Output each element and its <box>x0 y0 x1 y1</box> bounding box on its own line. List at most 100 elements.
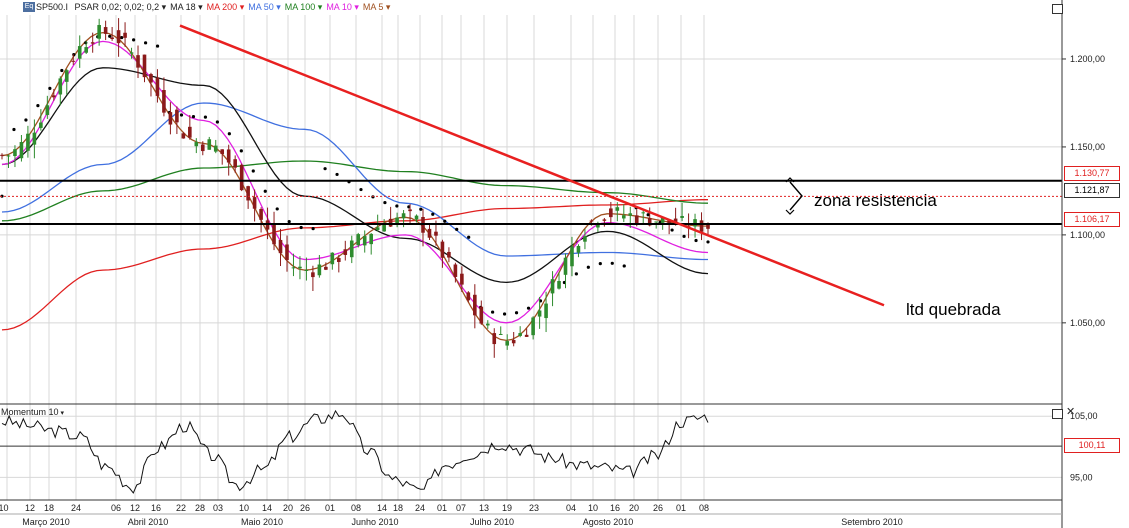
x-day-label: 12 <box>130 503 140 513</box>
candle-body <box>349 240 354 258</box>
candle-body <box>181 133 186 139</box>
psar-dot <box>419 207 423 211</box>
psar-dot <box>60 68 64 73</box>
candle-body <box>149 74 153 83</box>
psar-dot <box>467 235 471 239</box>
candle-body <box>278 239 283 254</box>
candle-body <box>492 333 497 345</box>
x-day-label: 01 <box>325 503 335 513</box>
psar-dot <box>191 114 196 119</box>
candle-body <box>563 257 568 275</box>
momentum-title[interactable]: Momentum 10 ▾ <box>1 407 64 417</box>
trendline-line <box>179 24 885 307</box>
psar-dot <box>120 35 124 40</box>
x-month-label: Julho 2010 <box>470 517 514 527</box>
candle-body <box>317 264 322 276</box>
candle-body <box>570 246 574 267</box>
candle-body <box>213 145 218 152</box>
x-day-label: 23 <box>529 503 539 513</box>
candle-body <box>453 264 458 277</box>
x-axis-labels: 010 12 18 24 06 12 16 22 28 03 10 14 20 26 01 08 14 18 24 0… <box>0 503 903 527</box>
x-day-label: 16 <box>151 503 161 513</box>
candle-body <box>654 221 658 223</box>
x-day-label: 12 <box>25 503 35 513</box>
momentum-close-button[interactable]: ✕ <box>1066 406 1076 418</box>
x-day-label: 06 <box>111 503 121 513</box>
y-tick-label: 1.150,00 <box>1070 142 1105 152</box>
candle-body <box>26 133 30 151</box>
candle-body <box>466 292 471 301</box>
candle-body <box>641 212 646 214</box>
psar-dot <box>514 311 519 315</box>
x-day-label: 08 <box>351 503 361 513</box>
candle-body <box>155 77 160 96</box>
ma-line-ma-50 <box>1 102 708 261</box>
candle-body <box>667 220 671 224</box>
candle-body <box>628 213 633 216</box>
candle-body <box>142 54 147 78</box>
candle-body <box>200 144 205 152</box>
zone-arrowheads <box>785 177 795 215</box>
candle-body <box>188 126 192 138</box>
candle-body <box>259 209 263 220</box>
horizontal-levels <box>0 179 1062 226</box>
candle-body <box>291 267 296 269</box>
candles <box>0 18 710 358</box>
candle-body <box>498 333 503 335</box>
candle-body <box>123 32 127 38</box>
candle-body <box>116 30 121 44</box>
psar-dot <box>299 225 303 230</box>
x-day-label: 22 <box>176 503 186 513</box>
current-price-tag: 1.121,87 <box>1064 183 1120 198</box>
symbol-tag: Eq <box>23 2 35 12</box>
maximize-button[interactable] <box>1052 4 1063 14</box>
candle-body <box>6 155 11 157</box>
candle-body <box>285 244 289 261</box>
psar-dot <box>12 127 16 132</box>
x-day-label: 20 <box>283 503 293 513</box>
candle-body <box>414 215 419 220</box>
indicator-2[interactable]: MA 200 ▾ <box>206 2 245 12</box>
psar-dot <box>132 38 136 42</box>
candle-body <box>356 234 361 246</box>
candle-body <box>246 186 250 201</box>
indicator-0[interactable]: PSAR 0,02; 0,02; 0,2 ▾ <box>74 2 167 12</box>
indicator-5[interactable]: MA 10 ▾ <box>326 2 359 12</box>
candle-body <box>375 227 380 230</box>
candle-body <box>194 142 199 147</box>
candle-body <box>447 251 451 258</box>
psar-dot <box>383 200 387 205</box>
candle-body <box>13 149 17 157</box>
x-day-label: 28 <box>195 503 205 513</box>
candle-body <box>401 213 406 219</box>
psar-dot <box>586 265 590 269</box>
candle-body <box>660 216 665 223</box>
candle-body <box>680 215 684 218</box>
symbol-label[interactable]: SP500.I <box>36 2 69 12</box>
candle-body <box>440 241 445 258</box>
psar-dot <box>72 53 76 57</box>
indicator-4[interactable]: MA 100 ▾ <box>284 2 323 12</box>
candle-body <box>557 281 561 289</box>
psar-dot <box>610 261 614 265</box>
momentum-maximize-button[interactable] <box>1052 409 1063 419</box>
candle-body <box>304 269 309 271</box>
candle-body <box>298 266 302 269</box>
indicator-6[interactable]: MA 5 ▾ <box>362 2 391 12</box>
candle-body <box>362 236 367 246</box>
x-day-label: 03 <box>213 503 223 513</box>
candle-body <box>473 294 477 316</box>
candle-body <box>233 159 237 168</box>
indicator-3[interactable]: MA 50 ▾ <box>248 2 281 12</box>
candle-body <box>39 122 43 128</box>
ma-line-ma-18 <box>1 67 709 284</box>
candle-body <box>220 149 225 155</box>
psar-dot <box>443 219 447 223</box>
psar-dot <box>622 264 626 268</box>
x-month-label: Abril 2010 <box>128 517 169 527</box>
candle-body <box>531 317 535 336</box>
indicator-1[interactable]: MA 18 ▾ <box>170 2 203 12</box>
psar-dot <box>263 189 267 193</box>
candle-body <box>369 233 373 245</box>
